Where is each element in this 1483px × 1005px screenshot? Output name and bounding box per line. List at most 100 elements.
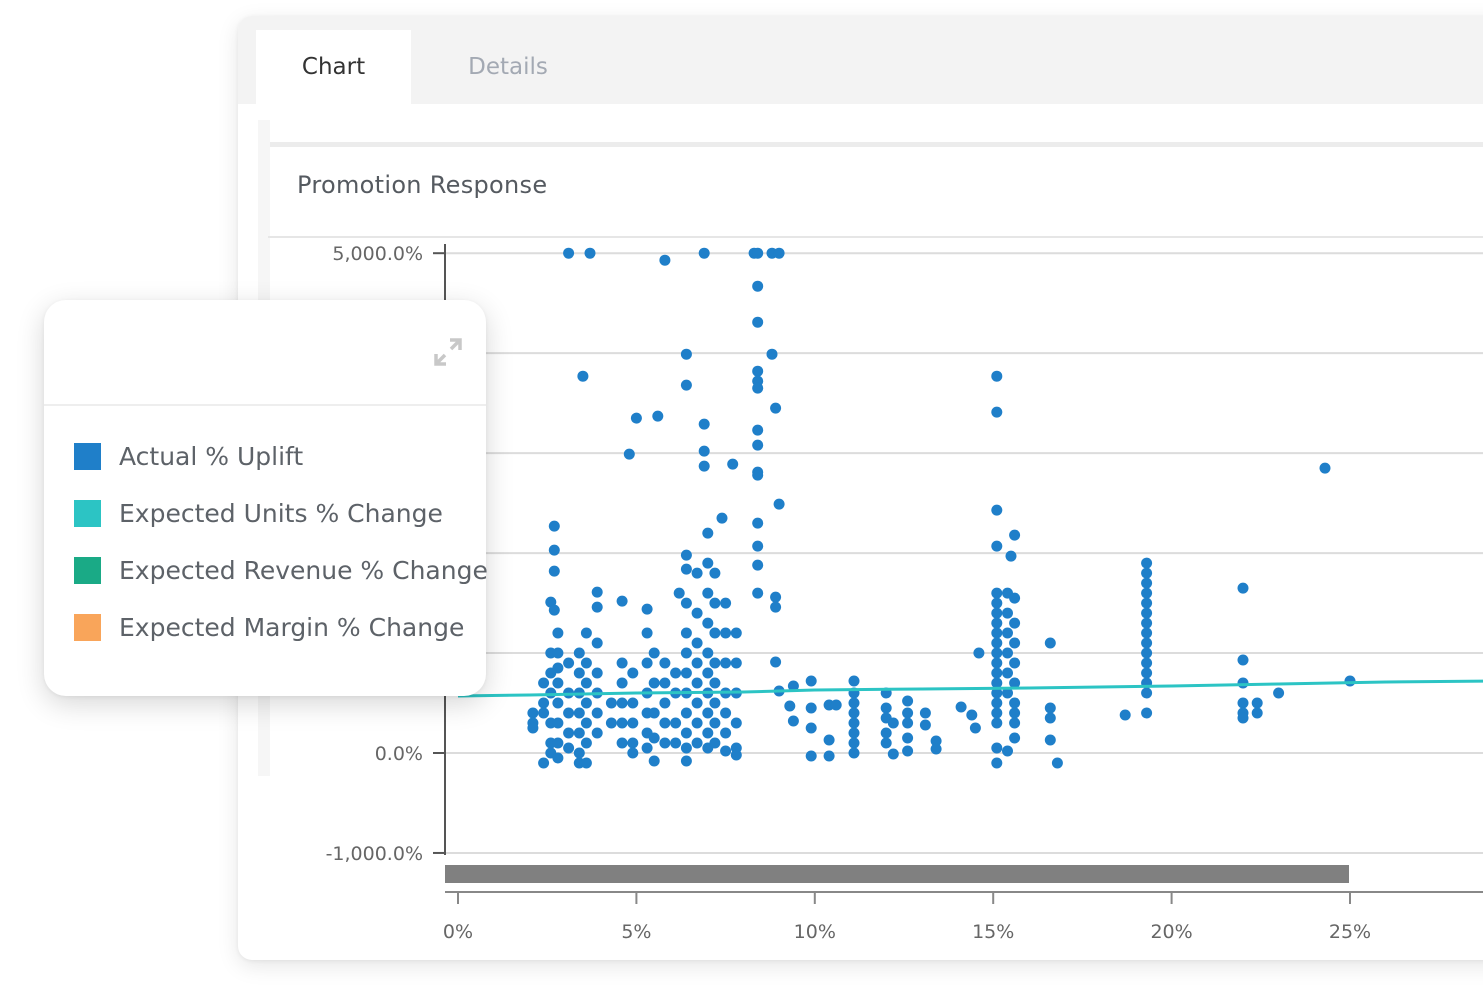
data-point[interactable] <box>880 727 892 739</box>
data-point[interactable] <box>616 697 628 709</box>
data-point[interactable] <box>591 667 603 679</box>
data-point[interactable] <box>823 750 835 762</box>
data-point[interactable] <box>680 647 692 659</box>
data-point[interactable] <box>641 742 653 754</box>
data-point[interactable] <box>991 406 1003 418</box>
data-point[interactable] <box>1237 697 1249 709</box>
data-point[interactable] <box>720 727 732 739</box>
data-point[interactable] <box>730 657 742 669</box>
data-point[interactable] <box>573 667 585 679</box>
data-point[interactable] <box>709 597 721 609</box>
data-point[interactable] <box>730 749 742 761</box>
data-point[interactable] <box>991 637 1003 649</box>
data-point[interactable] <box>991 370 1003 382</box>
data-point[interactable] <box>545 687 557 699</box>
data-point[interactable] <box>659 657 671 669</box>
data-point[interactable] <box>991 757 1003 769</box>
data-point[interactable] <box>698 445 710 457</box>
data-point[interactable] <box>1002 627 1013 639</box>
data-point[interactable] <box>720 745 732 757</box>
data-point[interactable] <box>1141 687 1153 699</box>
data-point[interactable] <box>616 717 628 729</box>
data-point[interactable] <box>752 469 764 481</box>
data-point[interactable] <box>1044 734 1056 746</box>
data-point[interactable] <box>1141 597 1153 609</box>
data-point[interactable] <box>1251 707 1263 719</box>
data-point[interactable] <box>627 737 639 749</box>
data-point[interactable] <box>1009 617 1021 629</box>
data-point[interactable] <box>623 448 635 460</box>
data-point[interactable] <box>680 627 692 639</box>
data-point[interactable] <box>548 604 560 616</box>
data-point[interactable] <box>538 697 550 709</box>
data-point[interactable] <box>680 755 692 767</box>
data-point[interactable] <box>605 717 617 729</box>
data-point[interactable] <box>805 722 817 734</box>
data-point[interactable] <box>580 717 592 729</box>
data-point[interactable] <box>538 677 550 689</box>
data-point[interactable] <box>773 247 785 259</box>
data-point[interactable] <box>627 667 639 679</box>
data-point[interactable] <box>784 700 796 712</box>
data-point[interactable] <box>1237 582 1249 594</box>
data-point[interactable] <box>659 254 671 266</box>
data-point[interactable] <box>691 737 703 749</box>
data-point[interactable] <box>652 410 664 422</box>
data-point[interactable] <box>752 439 764 451</box>
data-point[interactable] <box>752 365 764 377</box>
data-point[interactable] <box>1009 592 1021 604</box>
data-point[interactable] <box>991 607 1003 619</box>
data-point[interactable] <box>648 647 660 659</box>
data-point[interactable] <box>698 247 710 259</box>
data-point[interactable] <box>591 586 603 598</box>
data-point[interactable] <box>630 412 642 424</box>
data-point[interactable] <box>573 747 585 759</box>
data-point[interactable] <box>648 677 660 689</box>
data-point[interactable] <box>659 717 671 729</box>
data-point[interactable] <box>584 247 596 259</box>
data-point[interactable] <box>702 727 714 739</box>
data-point[interactable] <box>691 677 703 689</box>
data-point[interactable] <box>1009 717 1021 729</box>
data-point[interactable] <box>702 707 714 719</box>
data-point[interactable] <box>709 697 721 709</box>
data-point[interactable] <box>770 656 782 668</box>
data-point[interactable] <box>1002 745 1013 757</box>
data-point[interactable] <box>1002 607 1013 619</box>
data-point[interactable] <box>580 657 592 669</box>
data-point[interactable] <box>538 707 550 719</box>
legend-item-margin[interactable]: Expected Margin % Change <box>74 599 488 656</box>
data-point[interactable] <box>709 737 721 749</box>
data-point[interactable] <box>659 697 671 709</box>
data-point[interactable] <box>991 707 1003 719</box>
data-point[interactable] <box>730 627 742 639</box>
data-point[interactable] <box>1002 667 1013 679</box>
data-point[interactable] <box>752 587 764 599</box>
data-point[interactable] <box>787 680 799 692</box>
data-point[interactable] <box>591 637 603 649</box>
data-point[interactable] <box>702 617 714 629</box>
data-point[interactable] <box>1009 677 1021 689</box>
data-point[interactable] <box>605 697 617 709</box>
data-point[interactable] <box>1344 675 1356 687</box>
data-point[interactable] <box>902 707 914 719</box>
data-point[interactable] <box>680 597 692 609</box>
data-point[interactable] <box>698 418 710 430</box>
data-point[interactable] <box>955 701 967 713</box>
expand-icon[interactable] <box>430 334 466 370</box>
data-point[interactable] <box>1044 702 1056 714</box>
data-point[interactable] <box>627 747 639 759</box>
data-point[interactable] <box>805 702 817 714</box>
data-point[interactable] <box>991 587 1003 599</box>
data-point[interactable] <box>680 379 692 391</box>
data-point[interactable] <box>548 544 560 556</box>
data-point[interactable] <box>1141 567 1153 579</box>
data-point[interactable] <box>991 627 1003 639</box>
data-point[interactable] <box>1237 712 1249 724</box>
data-point[interactable] <box>680 563 692 575</box>
data-point[interactable] <box>823 734 835 746</box>
data-point[interactable] <box>616 657 628 669</box>
data-point[interactable] <box>552 717 564 729</box>
data-point[interactable] <box>1141 657 1153 669</box>
data-point[interactable] <box>709 627 721 639</box>
